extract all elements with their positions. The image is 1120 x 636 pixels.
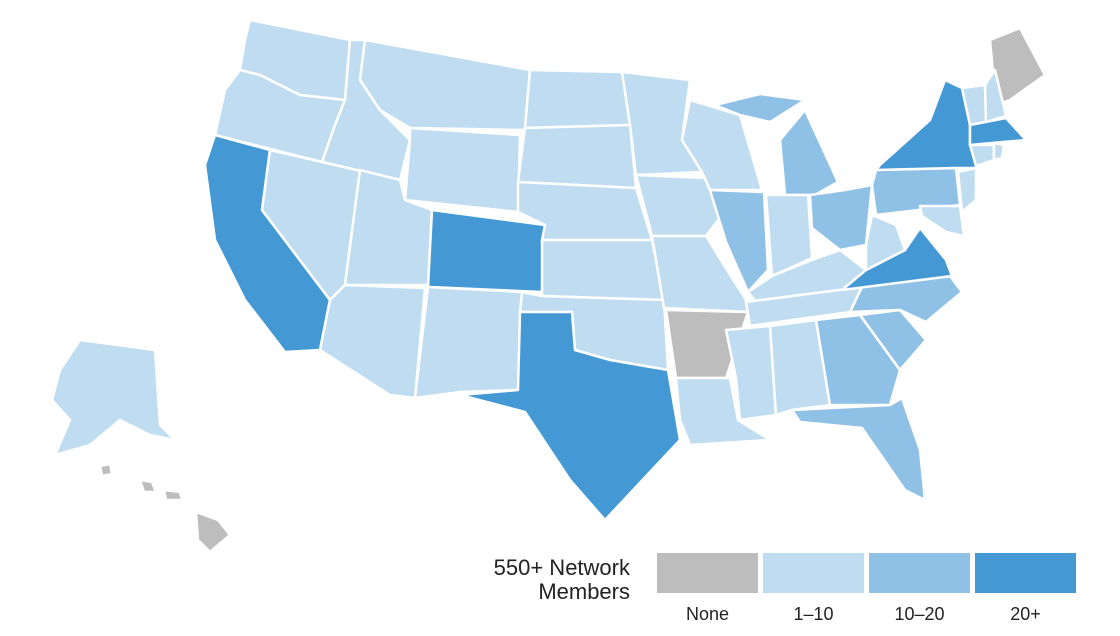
states xyxy=(50,18,1047,554)
state xyxy=(413,285,524,400)
state xyxy=(713,92,807,124)
state xyxy=(458,310,682,522)
state xyxy=(403,126,522,214)
state xyxy=(864,213,907,272)
state xyxy=(138,478,158,494)
legend-label: 10–20 xyxy=(894,604,944,624)
state xyxy=(516,123,638,190)
state xyxy=(708,188,770,294)
state xyxy=(918,204,966,238)
state xyxy=(778,108,840,197)
legend-label: 20+ xyxy=(1010,604,1041,624)
state xyxy=(968,116,1028,147)
legend-swatch xyxy=(763,553,864,593)
state xyxy=(992,141,1006,162)
legend-swatch xyxy=(869,553,970,593)
state xyxy=(956,166,978,214)
state xyxy=(983,68,1008,124)
state xyxy=(724,324,778,422)
legend-swatch xyxy=(657,553,758,593)
state xyxy=(674,376,772,447)
state xyxy=(540,238,666,302)
state xyxy=(764,193,814,278)
state xyxy=(790,396,927,502)
state xyxy=(768,318,832,417)
state xyxy=(162,488,184,502)
state xyxy=(870,166,962,217)
state xyxy=(50,338,177,457)
state xyxy=(650,234,750,314)
state xyxy=(814,313,902,407)
state xyxy=(426,208,547,294)
legend-title: 550+ Network Members xyxy=(493,555,630,604)
legend-label: 1–10 xyxy=(793,604,833,624)
legend-swatch xyxy=(975,553,1076,593)
state xyxy=(194,510,232,554)
state xyxy=(98,462,114,478)
state xyxy=(523,68,632,130)
legend: None 1–10 10–20 20+ xyxy=(657,553,1076,624)
legend-label: None xyxy=(686,604,729,624)
state xyxy=(808,183,874,252)
state xyxy=(634,173,724,238)
state xyxy=(318,283,427,400)
